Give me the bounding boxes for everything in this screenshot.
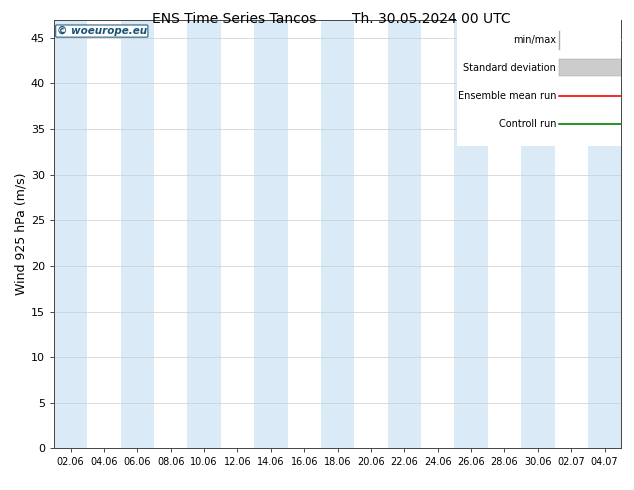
Bar [387, 20, 421, 448]
Y-axis label: Wind 925 hPa (m/s): Wind 925 hPa (m/s) [15, 173, 28, 295]
Bar [120, 20, 154, 448]
Bar [321, 20, 354, 448]
Bar [455, 20, 488, 448]
Text: © woeurope.eu: © woeurope.eu [56, 26, 147, 36]
Text: Standard deviation: Standard deviation [463, 63, 556, 73]
Bar [456, 18, 627, 146]
Text: Th. 30.05.2024 00 UTC: Th. 30.05.2024 00 UTC [352, 12, 510, 26]
Text: Controll run: Controll run [498, 119, 556, 128]
Bar [588, 20, 621, 448]
Bar [54, 20, 87, 448]
Text: ENS Time Series Tancos: ENS Time Series Tancos [152, 12, 317, 26]
Text: Ensemble mean run: Ensemble mean run [458, 91, 556, 101]
Bar [188, 20, 221, 448]
Text: min/max: min/max [513, 35, 556, 45]
Bar [254, 20, 288, 448]
Bar [521, 20, 555, 448]
Bar [559, 59, 624, 76]
